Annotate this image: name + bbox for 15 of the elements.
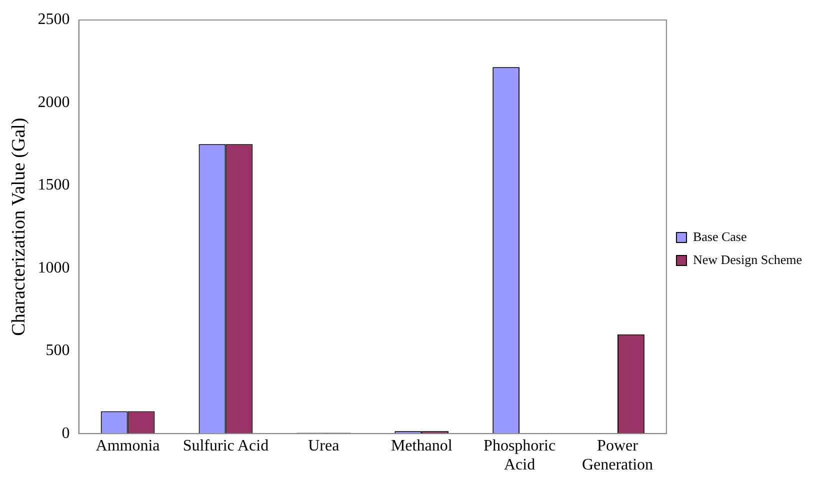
x-tick-label: Power Generation (582, 437, 654, 474)
legend-label: Base Case (692, 228, 747, 244)
legend-label: New Design Scheme (692, 252, 802, 267)
y-tick-label: 1500 (38, 176, 70, 194)
y-axis-title: Characterization Value (Gal) (8, 118, 30, 336)
y-tick-label: 2000 (38, 94, 70, 111)
y-tick-label: 0 (62, 424, 70, 442)
x-tick-label: Sulfuric Acid (182, 437, 269, 454)
x-tick-label: Ammonia (96, 437, 160, 454)
y-tick-label: 1000 (38, 259, 70, 276)
x-tick-label: Phosphoric Acid (484, 437, 556, 474)
x-tick-label: Urea (308, 437, 340, 454)
y-tick-label: 2500 (38, 11, 70, 28)
y-tick-label: 500 (46, 342, 70, 360)
x-tick-label: Methanol (390, 437, 453, 454)
